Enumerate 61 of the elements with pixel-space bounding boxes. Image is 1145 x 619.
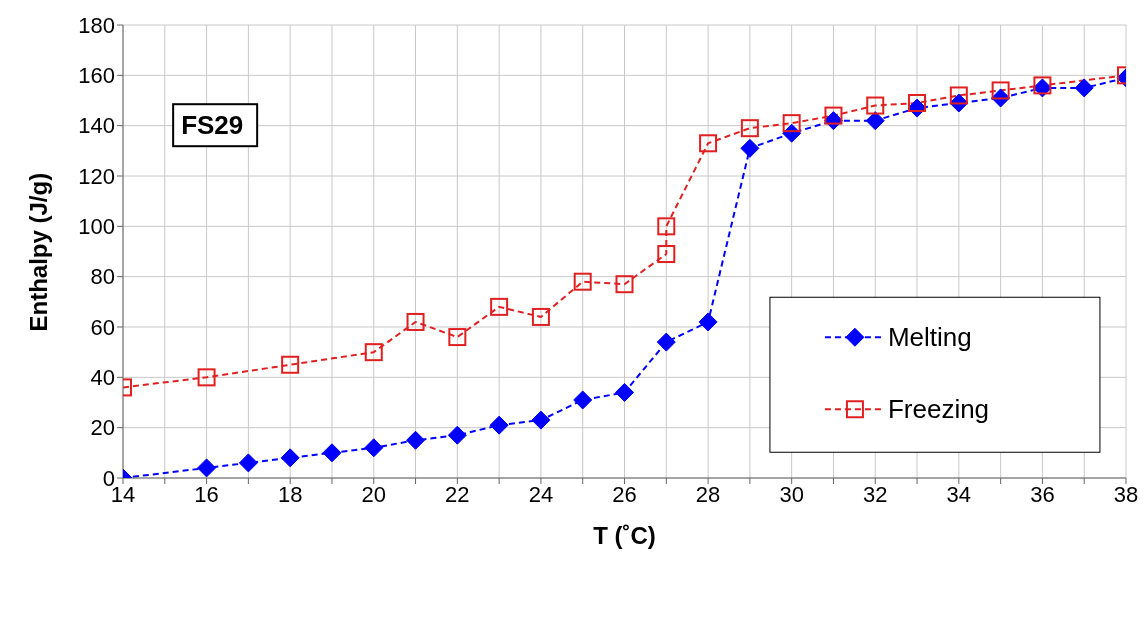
- point: [866, 96, 885, 115]
- y-tick-label: 120: [78, 163, 115, 189]
- point: [406, 312, 425, 331]
- y-tick-label: 80: [90, 264, 115, 290]
- x-tick-label: 26: [612, 481, 637, 507]
- point: [448, 328, 467, 347]
- point: [657, 217, 676, 236]
- y-tick-label: 140: [78, 113, 115, 139]
- y-tick-label: 100: [78, 214, 115, 240]
- point: [489, 415, 509, 435]
- legend-label: Freezing: [887, 394, 990, 425]
- point: [238, 453, 258, 473]
- y-tick-label: 20: [90, 415, 115, 441]
- point: [699, 134, 718, 153]
- point: [908, 94, 927, 113]
- point: [322, 443, 342, 463]
- x-tick-label: 32: [863, 481, 888, 507]
- x-tick-label: 34: [946, 481, 972, 507]
- point: [197, 458, 217, 478]
- y-tick-label: 160: [78, 63, 115, 89]
- point: [1074, 78, 1094, 98]
- x-tick-label: 36: [1030, 481, 1055, 507]
- point: [531, 410, 551, 430]
- x-tick-label: 18: [277, 481, 303, 507]
- point: [364, 343, 383, 362]
- legend-label: Melting: [887, 322, 972, 353]
- point: [490, 297, 509, 316]
- point: [656, 332, 676, 352]
- x-tick-label: 30: [779, 481, 804, 507]
- point: [824, 106, 843, 125]
- point: [615, 275, 634, 294]
- point: [364, 438, 384, 458]
- x-axis-title: T (˚C): [593, 522, 656, 549]
- point: [615, 382, 634, 402]
- x-tick-label: 20: [361, 481, 386, 507]
- point: [991, 81, 1010, 100]
- point: [281, 355, 300, 374]
- point: [447, 425, 467, 445]
- point: [280, 448, 300, 468]
- point: [949, 86, 968, 105]
- point: [406, 430, 426, 450]
- annotation: FS29: [181, 110, 244, 141]
- x-tick-label: 22: [445, 481, 470, 507]
- y-tick-label: 180: [78, 12, 115, 38]
- x-tick-label: 28: [695, 481, 721, 507]
- x-tick-label: 16: [194, 481, 219, 507]
- point: [698, 312, 718, 332]
- x-tick-label: 38: [1113, 481, 1139, 507]
- point: [573, 272, 592, 291]
- point: [865, 111, 885, 131]
- point: [657, 245, 676, 264]
- point: [531, 307, 550, 326]
- point: [573, 390, 593, 410]
- x-tick-label: 24: [528, 481, 554, 507]
- y-axis-title: Enthalpy (J/g): [24, 172, 52, 332]
- point: [740, 138, 760, 158]
- point: [197, 368, 216, 387]
- point: [740, 119, 759, 138]
- y-tick-label: 40: [90, 365, 115, 391]
- y-tick-label: 60: [90, 314, 115, 340]
- point: [782, 114, 801, 133]
